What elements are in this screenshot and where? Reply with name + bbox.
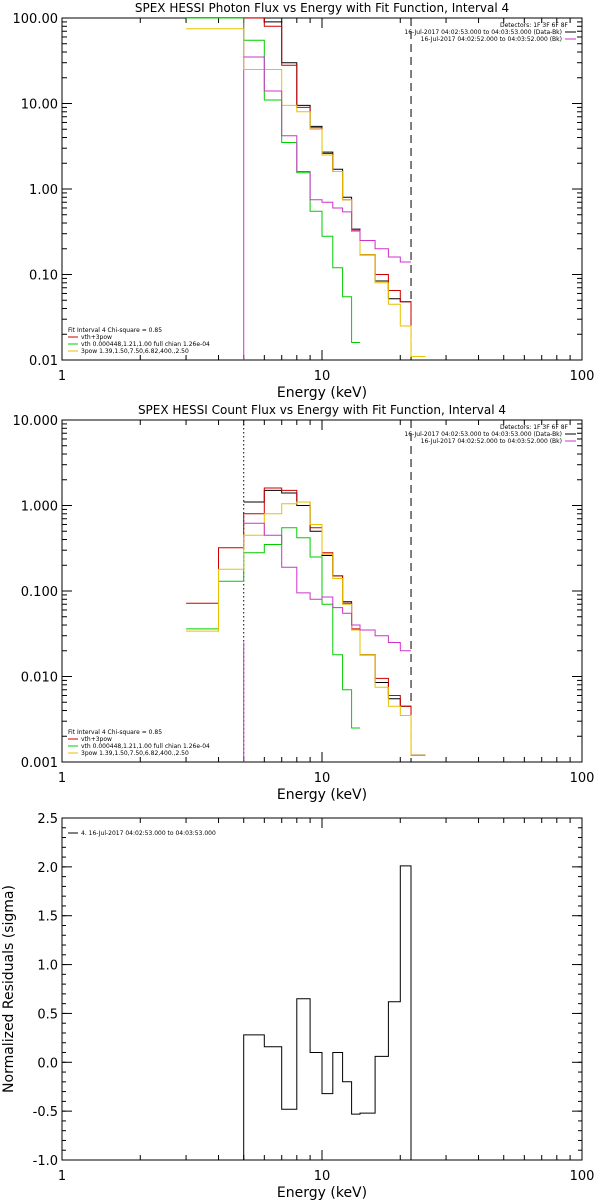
- chart-title: SPEX HESSI Photon Flux vs Energy with Fi…: [135, 1, 509, 15]
- info-text: Detectors: 1F 3F 6F 8F: [500, 22, 569, 29]
- x-axis-label: Energy (keV): [277, 1185, 367, 1200]
- y-tick-label: 0.01: [29, 354, 58, 369]
- y-tick-label: 0.010: [21, 671, 58, 686]
- series-bk: [243, 56, 411, 263]
- x-tick-label: 10: [314, 369, 331, 384]
- x-axis-label: Energy (keV): [277, 787, 367, 803]
- x-tick-label: 1: [58, 771, 66, 786]
- chart-title: SPEX HESSI Count Flux vs Energy with Fit…: [138, 403, 506, 417]
- series-vth: [186, 527, 360, 729]
- x-tick-label: 100: [570, 771, 595, 786]
- y-tick-label: 10.00: [21, 98, 58, 113]
- series-4-16-jul-2017-04-02-53-000-to-04-03-53-000: [243, 865, 412, 1160]
- legend-label: Fit Interval 4 Chi-square = 0.85: [68, 729, 162, 736]
- x-tick-label: 100: [570, 369, 595, 384]
- x-tick-label: 1: [58, 369, 66, 384]
- x-tick-label: 1: [58, 1169, 66, 1184]
- y-tick-label: -1.0: [33, 1154, 58, 1169]
- y-tick-label: 0.001: [21, 756, 58, 771]
- y-tick-label: -0.5: [33, 1105, 58, 1120]
- y-tick-label: 1.000: [21, 500, 58, 515]
- legend-label: vth+3pow: [81, 736, 112, 743]
- x-tick-label: 10: [314, 771, 331, 786]
- series-3pow: [186, 501, 426, 756]
- resid-chart: 1 10 100 -1.0 -0.5 0.0 0.5 1.0 1.5 2.0 2.5 Energy (…: [1, 812, 594, 1200]
- series-data-bk: [243, 489, 426, 756]
- series-vth: [186, 18, 360, 343]
- plot-frame: [61, 817, 583, 1161]
- data-area: [186, 18, 426, 360]
- y-tick-label: 0.5: [37, 1007, 58, 1022]
- series-vth-3pow: [186, 18, 426, 357]
- y-axis-label: Normalized Residuals (sigma): [1, 885, 17, 1093]
- y-tick-label: 10.000: [13, 414, 59, 429]
- plot-frame: [61, 17, 583, 361]
- series-bk: [243, 522, 411, 652]
- y-tick-label: 0.100: [21, 585, 58, 600]
- legend-label: 3pow 1.39,1.50,7.50,6.82,400.,2.50: [81, 348, 189, 355]
- legend-label: Fit Interval 4 Chi-square = 0.85: [68, 327, 162, 334]
- y-tick-label: 1.0: [37, 959, 58, 974]
- info-text: 16-Jul-2017 04:02:53.000 to 04:03:53.000…: [404, 431, 562, 438]
- y-tick-label: 1.00: [29, 183, 58, 198]
- info-text: 16-Jul-2017 04:02:53.000 to 04:03:53.000…: [404, 29, 562, 36]
- data-area: [243, 865, 412, 1160]
- legend-label: 3pow 1.39,1.50,7.50,6.82,400.,2.50: [81, 750, 189, 757]
- data-area: [186, 420, 426, 762]
- info-text: 16-Jul-2017 04:02:52.000 to 04:03:52.000…: [421, 438, 562, 445]
- x-tick-label: 100: [570, 1169, 595, 1184]
- legend-label: vth 0.000448,1.21,1.00 full chian 1.26e-…: [81, 341, 210, 348]
- y-tick-label: 2.5: [37, 812, 58, 827]
- x-axis-label: Energy (keV): [277, 385, 367, 401]
- y-tick-label: 1.5: [37, 910, 58, 925]
- legend-label: vth+3pow: [81, 334, 112, 341]
- y-tick-label: 2.0: [37, 861, 58, 876]
- series-vth-3pow: [186, 487, 426, 756]
- legend-label: vth 0.000448,1.21,1.00 full chian 1.26e-…: [81, 743, 210, 750]
- y-tick-label: 0.10: [29, 269, 58, 284]
- info-text: 16-Jul-2017 04:02:52.000 to 04:03:52.000…: [421, 36, 562, 43]
- info-text: Detectors: 1F 3F 6F 8F: [500, 424, 569, 431]
- series-data-bk: [186, 18, 426, 357]
- y-tick-label: 100.00: [13, 12, 59, 27]
- count-chart: SPEX HESSI Count Flux vs Energy with Fit…: [13, 403, 595, 803]
- y-tick-label: 0.0: [37, 1056, 58, 1071]
- photon-chart: SPEX HESSI Photon Flux vs Energy with Fi…: [13, 1, 595, 401]
- legend-label: 4. 16-Jul-2017 04:02:53.000 to 04:03:53.…: [81, 830, 216, 837]
- series-3pow: [186, 28, 426, 357]
- x-tick-label: 10: [314, 1169, 331, 1184]
